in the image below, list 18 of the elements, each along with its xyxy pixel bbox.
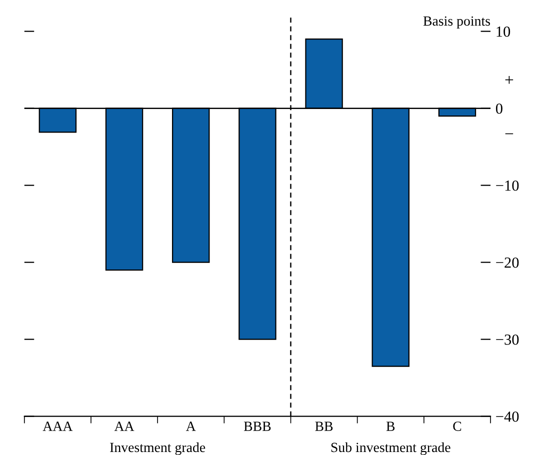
x-tick-label: A xyxy=(186,422,196,431)
x-tick-label: AAA xyxy=(42,422,73,431)
text: Investment grade xyxy=(110,442,206,455)
y-tick-label: 0 xyxy=(496,103,502,114)
y-tick-label: −10 xyxy=(496,180,519,191)
y-tick-label: −30 xyxy=(496,334,519,345)
y-axis-title: Basis points xyxy=(423,16,490,29)
text: − xyxy=(505,133,514,134)
text: + xyxy=(505,76,514,84)
text: Sub investment grade xyxy=(331,442,450,455)
y-tick-label: 10 xyxy=(496,26,510,37)
x-tick-label: BBB xyxy=(244,422,271,431)
x-tick-label: AA xyxy=(114,422,134,431)
x-tick-label: C xyxy=(453,422,462,431)
x-tick-label: BB xyxy=(315,422,333,431)
y-tick-label: −20 xyxy=(496,257,519,268)
x-tick-label: B xyxy=(386,422,395,431)
y-tick-label: −40 xyxy=(496,411,519,422)
